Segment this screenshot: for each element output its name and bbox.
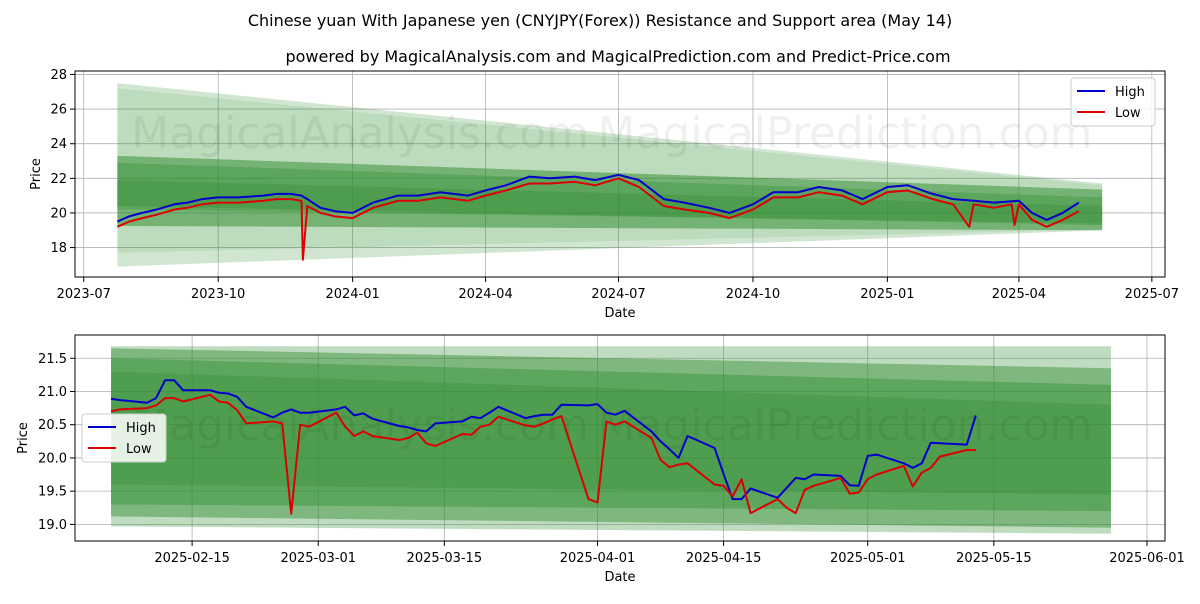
top-watermark-prediction: MagicalPrediction.com	[598, 108, 1093, 159]
top-x-tick-label: 2025-07	[1125, 287, 1179, 302]
chart-title: Chinese yuan With Japanese yen (CNYJPY(F…	[248, 11, 952, 30]
bottom-x-axis-label: Date	[604, 570, 635, 585]
top-x-tick-label: 2024-10	[726, 287, 780, 302]
top-band-3	[117, 162, 1103, 226]
top-x-tick-label: 2024-01	[325, 287, 379, 302]
bottom-watermark-analysis: MagicalAnalysis.com	[131, 400, 589, 451]
bottom-x-tick-label: 2025-04-15	[686, 551, 762, 566]
bottom-x-tick-label: 2025-02-15	[154, 551, 230, 566]
top-y-tick-label: 18	[50, 241, 67, 256]
bottom-x-tick-label: 2025-04-01	[560, 551, 636, 566]
bottom-band-3	[111, 371, 1111, 495]
top-y-tick-label: 24	[50, 137, 67, 152]
top-x-tick-label: 2025-01	[860, 287, 914, 302]
top-series-low-line	[116, 177, 1080, 261]
top-series-high-line	[116, 173, 1080, 223]
bottom-band-0	[111, 346, 1111, 534]
top-x-tick-label: 2023-10	[191, 287, 245, 302]
bottom-x-tick-label: 2025-05-15	[956, 551, 1032, 566]
bottom-chart-panel: MagicalAnalysis.com MagicalPrediction.com…	[16, 334, 1185, 585]
top-legend: High Low	[1070, 77, 1156, 127]
bottom-axes-frame	[74, 334, 1166, 542]
top-y-tick-label: 22	[50, 172, 67, 187]
bottom-y-axis-label: Price	[16, 422, 31, 454]
bottom-series-high-line	[110, 379, 977, 501]
top-legend-label-high: High	[1115, 85, 1145, 100]
bottom-x-tick-label: 2025-03-01	[280, 551, 356, 566]
top-y-axis-label: Price	[29, 158, 44, 190]
bottom-x-tick-label: 2025-03-15	[407, 551, 483, 566]
bottom-x-tick-label: 2025-06-01	[1109, 551, 1185, 566]
bottom-y-tick-label: 20.0	[38, 451, 67, 466]
top-x-tick-label: 2024-04	[458, 287, 512, 302]
bottom-legend-label-low: Low	[126, 442, 152, 457]
bottom-band-2	[111, 358, 1111, 512]
top-x-tick-label: 2025-04	[992, 287, 1046, 302]
bottom-legend-label-high: High	[126, 421, 156, 436]
bottom-x-tick-label: 2025-05-01	[830, 551, 906, 566]
top-legend-label-low: Low	[1115, 106, 1141, 121]
top-x-axis-label: Date	[604, 306, 635, 321]
bottom-y-tick-label: 19.5	[38, 485, 67, 500]
bottom-y-tick-label: 21.5	[38, 352, 67, 367]
top-x-tick-label: 2023-07	[57, 287, 111, 302]
bottom-band-1	[111, 348, 1111, 528]
top-y-tick-label: 20	[50, 206, 67, 221]
bottom-watermark-prediction: MagicalPrediction.com	[598, 400, 1093, 451]
bottom-y-tick-label: 20.5	[38, 418, 67, 433]
top-watermark-analysis: MagicalAnalysis.com	[131, 108, 589, 159]
top-y-tick-label: 28	[50, 68, 67, 83]
bottom-y-tick-label: 21.0	[38, 385, 67, 400]
top-chart-panel: MagicalAnalysis.com MagicalPrediction.com…	[29, 68, 1179, 321]
top-x-tick-label: 2024-07	[591, 287, 645, 302]
chart-subtitle: powered by MagicalAnalysis.com and Magic…	[285, 47, 950, 66]
top-y-tick-label: 26	[50, 103, 67, 118]
top-axes-frame	[74, 70, 1166, 278]
bottom-series-low-line	[110, 393, 976, 515]
bottom-legend: High Low	[81, 413, 167, 463]
bottom-y-tick-label: 19.0	[38, 518, 67, 533]
